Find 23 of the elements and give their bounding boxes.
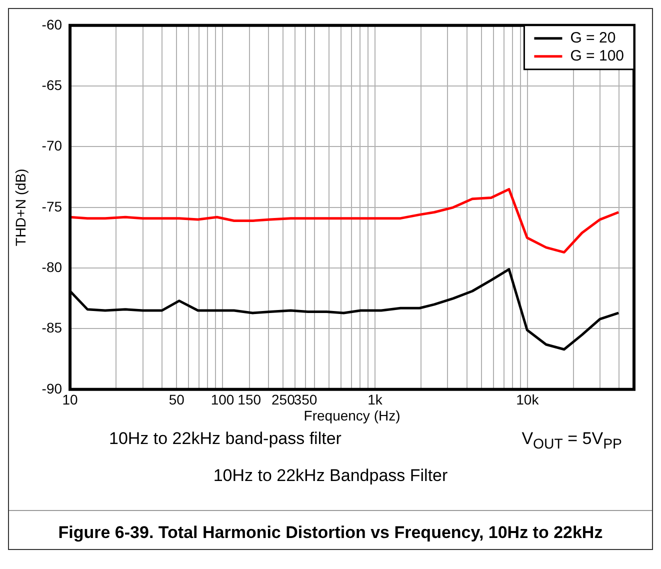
x-tick-label: 100 xyxy=(210,392,234,408)
y-tick-label: -90 xyxy=(42,380,62,396)
y-axis-title: THD+N (dB) xyxy=(12,168,28,246)
legend-label: G = 100 xyxy=(570,48,624,65)
x-axis-title: Frequency (Hz) xyxy=(304,407,400,424)
y-tick-label: -80 xyxy=(42,258,62,275)
text: 10Hz to 22kHz Bandpass Filter xyxy=(212,466,449,486)
y-tick-label: -60 xyxy=(42,16,62,32)
x-tick-label: 350 xyxy=(294,392,318,408)
x-tick-label: 1k xyxy=(368,392,384,408)
x-tick-label: 10k xyxy=(516,392,540,408)
x-tick-label: 250 xyxy=(271,392,296,408)
x-tick-label: 150 xyxy=(238,392,262,408)
x-tick-label: 50 xyxy=(168,392,185,408)
y-tick-label: -70 xyxy=(42,138,62,154)
legend-label: G = 20 xyxy=(570,30,616,47)
text: V$_{OUT}$ = 5V$_{PP}$ xyxy=(522,429,622,452)
x-tick-label: 10 xyxy=(62,392,78,408)
text: Figure 6-39. Total Harmonic Distortion vs Frequency, 10Hz to 22kHz xyxy=(9,510,652,550)
text: 10Hz to 22kHz band-pass filter xyxy=(109,429,342,450)
y-tick-label: -85 xyxy=(42,320,62,336)
y-tick-label: -75 xyxy=(42,198,62,214)
y-tick-label: -65 xyxy=(42,76,62,93)
